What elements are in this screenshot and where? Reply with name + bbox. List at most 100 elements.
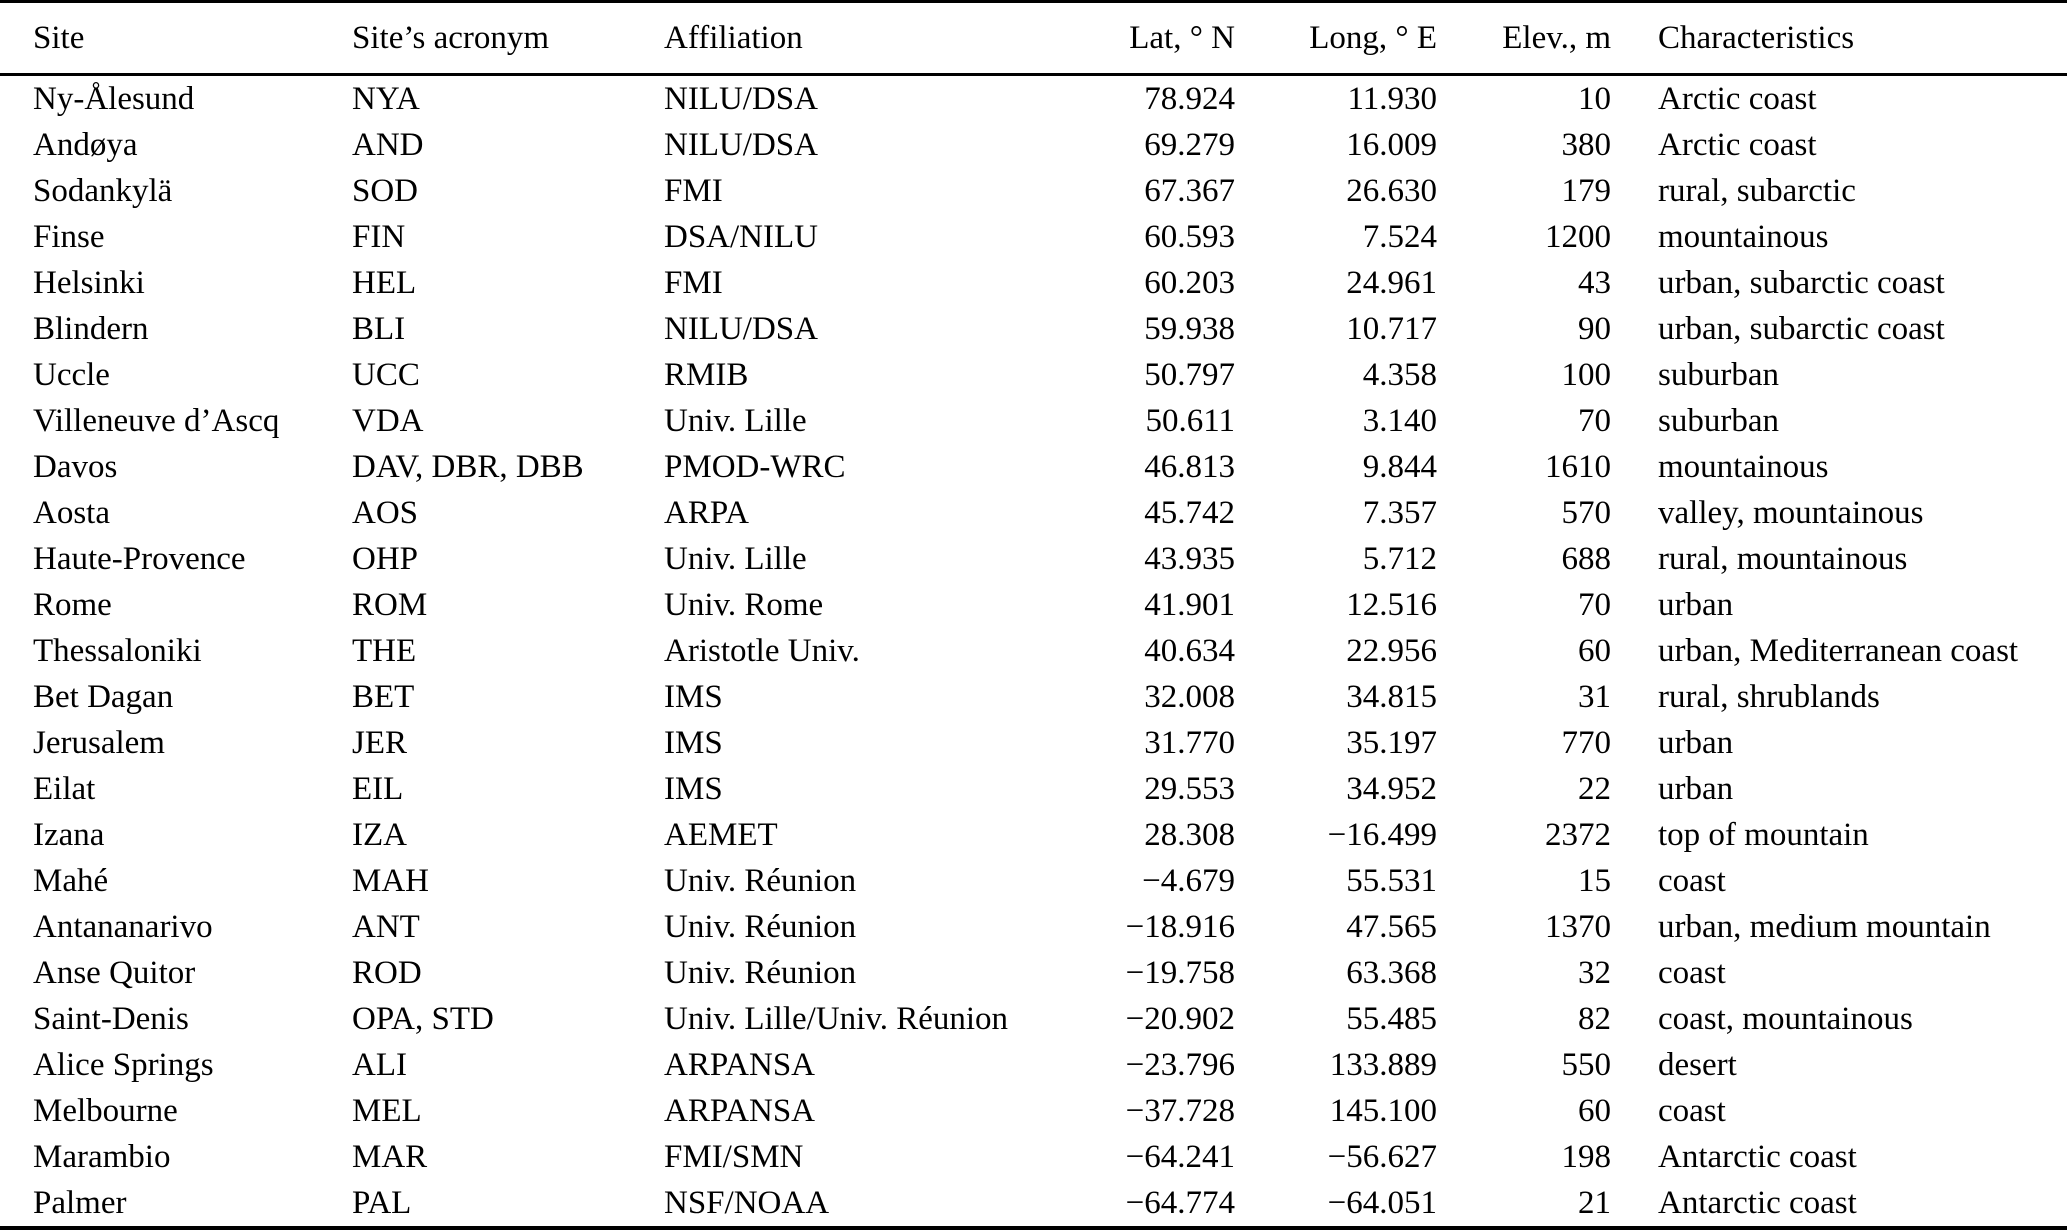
table-row: Andøya AND NILU/DSA 69.279 16.009 380 Arctic c…	[0, 122, 2067, 168]
cell-affiliation: NILU/DSA	[664, 311, 818, 347]
header-cell-characteristics: Characteristics	[1611, 1, 2067, 76]
cell-affiliation: Univ. Réunion	[664, 955, 857, 991]
cell-elev: 688	[1561, 541, 1612, 577]
table-row: Alice Springs ALI ARPANSA −23.796 133.889 550…	[0, 1042, 2067, 1088]
cell-elev: 179	[1561, 173, 1612, 209]
cell-lat: 43.935	[1144, 541, 1235, 577]
cell-site: Antananarivo	[33, 909, 213, 945]
cell-site: Bet Dagan	[33, 679, 174, 715]
table-row: Davos DAV, DBR, DBB PMOD-WRC 46.813 9.844 161…	[0, 444, 2067, 490]
table-row: Antananarivo ANT Univ. Réunion −18.916 47.56…	[0, 904, 2067, 950]
cell-lat: −23.796	[1125, 1047, 1235, 1083]
cell-long: −64.051	[1327, 1185, 1437, 1221]
cell-site: Davos	[33, 449, 118, 485]
cell-elev: 10	[1578, 81, 1611, 117]
cell-elev: 22	[1578, 771, 1611, 807]
cell-affiliation: FMI	[664, 173, 723, 209]
cell-long: 10.717	[1346, 311, 1437, 347]
table-row: Jerusalem JER IMS 31.770 35.197 770 urban	[0, 720, 2067, 766]
cell-acronym: OHP	[352, 541, 419, 577]
cell-acronym: NYA	[352, 81, 420, 117]
cell-site: Melbourne	[33, 1093, 178, 1129]
cell-long: 24.961	[1346, 265, 1437, 301]
cell-site: Izana	[33, 817, 105, 853]
table-row: Saint-Denis OPA, STD Univ. Lille/Univ. Réu…	[0, 996, 2067, 1042]
cell-elev: 1370	[1545, 909, 1611, 945]
cell-characteristics: Arctic coast	[1658, 127, 1817, 163]
cell-long: 7.524	[1362, 219, 1437, 255]
cell-elev: 198	[1561, 1139, 1612, 1175]
cell-long: −56.627	[1327, 1139, 1437, 1175]
table-row: Uccle UCC RMIB 50.797 4.358 100 suburban	[0, 352, 2067, 398]
cell-site: Aosta	[33, 495, 110, 531]
cell-long: 11.930	[1347, 81, 1437, 117]
cell-affiliation: IMS	[664, 771, 723, 807]
cell-site: Sodankylä	[33, 173, 173, 209]
cell-elev: 770	[1561, 725, 1612, 761]
cell-acronym: IZA	[352, 817, 407, 853]
cell-acronym: AND	[352, 127, 424, 163]
table-row: Ny-Ålesund NYA NILU/DSA 78.924 11.930 10 Arcti…	[0, 75, 2067, 123]
cell-characteristics: rural, shrublands	[1658, 679, 1880, 715]
cell-characteristics: desert	[1658, 1047, 1737, 1083]
cell-long: 3.140	[1362, 403, 1437, 439]
cell-acronym: AOS	[352, 495, 419, 531]
cell-acronym: ALI	[352, 1047, 407, 1083]
cell-elev: 570	[1561, 495, 1612, 531]
cell-characteristics: coast	[1658, 955, 1726, 991]
cell-affiliation: ARPA	[664, 495, 749, 531]
cell-characteristics: Antarctic coast	[1658, 1139, 1857, 1175]
cell-affiliation: ARPANSA	[664, 1047, 816, 1083]
table-header: Site Site’s acronym Affiliation Lat, ° N Lon…	[0, 1, 2067, 76]
cell-elev: 550	[1561, 1047, 1612, 1083]
cell-long: 55.485	[1346, 1001, 1437, 1037]
table-row: Villeneuve d’Ascq VDA Univ. Lille 50.611 3.1…	[0, 398, 2067, 444]
cell-long: 34.952	[1346, 771, 1437, 807]
cell-lat: 67.367	[1144, 173, 1235, 209]
cell-characteristics: top of mountain	[1658, 817, 1869, 853]
cell-characteristics: urban	[1658, 771, 1734, 807]
cell-acronym: SOD	[352, 173, 419, 209]
cell-acronym: EIL	[352, 771, 404, 807]
cell-lat: 60.203	[1144, 265, 1235, 301]
cell-characteristics: mountainous	[1658, 219, 1829, 255]
cell-lat: −64.241	[1125, 1139, 1235, 1175]
cell-lat: 31.770	[1144, 725, 1235, 761]
cell-elev: 1610	[1545, 449, 1611, 485]
cell-characteristics: coast, mountainous	[1658, 1001, 1913, 1037]
cell-site: Ny-Ålesund	[33, 81, 195, 117]
cell-lat: 40.634	[1144, 633, 1235, 669]
cell-characteristics: rural, mountainous	[1658, 541, 1908, 577]
cell-site: Haute-Provence	[33, 541, 246, 577]
cell-acronym: BLI	[352, 311, 406, 347]
cell-acronym: VDA	[352, 403, 424, 439]
table-row: Izana IZA AEMET 28.308 −16.499 2372 top of mou…	[0, 812, 2067, 858]
cell-affiliation: FMI	[664, 265, 723, 301]
cell-affiliation: RMIB	[664, 357, 749, 393]
cell-characteristics: valley, mountainous	[1658, 495, 1924, 531]
cell-affiliation: NILU/DSA	[664, 127, 818, 163]
cell-elev: 1200	[1545, 219, 1611, 255]
cell-affiliation: NSF/NOAA	[664, 1185, 830, 1221]
cell-affiliation: Univ. Lille/Univ. Réunion	[664, 1001, 1009, 1037]
cell-site: Villeneuve d’Ascq	[33, 403, 280, 439]
cell-lat: 50.797	[1144, 357, 1235, 393]
cell-acronym: ANT	[352, 909, 420, 945]
cell-site: Eilat	[33, 771, 96, 807]
cell-affiliation: Univ. Lille	[664, 541, 807, 577]
cell-acronym: MAH	[352, 863, 430, 899]
cell-lat: 46.813	[1144, 449, 1235, 485]
cell-lat: 28.308	[1144, 817, 1235, 853]
cell-long: 63.368	[1346, 955, 1437, 991]
cell-elev: 380	[1561, 127, 1612, 163]
cell-affiliation: FMI/SMN	[664, 1139, 804, 1175]
cell-elev: 82	[1578, 1001, 1611, 1037]
cell-site: Marambio	[33, 1139, 171, 1175]
cell-long: 16.009	[1346, 127, 1437, 163]
cell-characteristics: mountainous	[1658, 449, 1829, 485]
cell-site: Anse Quitor	[33, 955, 196, 991]
cell-characteristics: suburban	[1658, 403, 1779, 439]
cell-site: Saint-Denis	[33, 1001, 189, 1037]
cell-elev: 70	[1578, 587, 1611, 623]
